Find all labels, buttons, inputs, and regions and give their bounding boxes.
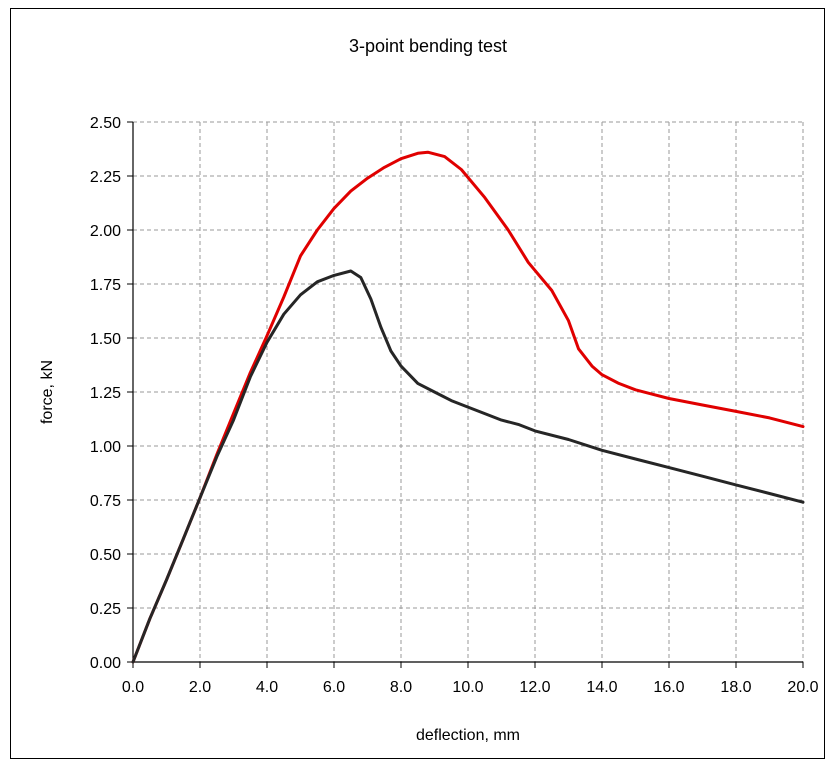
- y-tick-label: 1.50: [90, 331, 121, 348]
- tick-labels: 0.0 2.0 4.0 6.0 8.0 10.0 12.0 14.0 16.0 18.0 20.0 0…: [90, 115, 819, 696]
- y-tick-label: 1.75: [90, 277, 121, 294]
- series-line-1: [131, 150, 805, 664]
- y-tick-label: 2.50: [90, 115, 121, 132]
- x-tick-label: 8.0: [390, 679, 412, 696]
- x-tick-label: 2.0: [189, 679, 211, 696]
- chart-title: 3-point bending test: [349, 36, 507, 56]
- x-tick-label: 6.0: [323, 679, 345, 696]
- grid: [133, 121, 804, 662]
- y-tick-label: 0.00: [90, 655, 121, 672]
- y-tick-label: 1.00: [90, 439, 121, 456]
- x-tick-label: 20.0: [787, 679, 818, 696]
- x-tick-label: 0.0: [122, 679, 144, 696]
- x-tick-label: 4.0: [256, 679, 278, 696]
- x-axis-label: deflection, mm: [416, 727, 520, 744]
- y-tick-label: 0.25: [90, 601, 121, 618]
- y-axis-label: force, kN: [39, 360, 56, 424]
- x-tick-label: 18.0: [720, 679, 751, 696]
- y-tick-label: 0.75: [90, 493, 121, 510]
- y-tick-label: 2.25: [90, 169, 121, 186]
- x-tick-label: 14.0: [586, 679, 617, 696]
- axes: [127, 121, 804, 668]
- series-line-2: [131, 269, 805, 664]
- x-tick-label: 10.0: [452, 679, 483, 696]
- y-tick-label: 0.50: [90, 547, 121, 564]
- y-tick-label: 2.00: [90, 223, 121, 240]
- x-tick-label: 16.0: [653, 679, 684, 696]
- x-tick-label: 12.0: [519, 679, 550, 696]
- y-tick-label: 1.25: [90, 385, 121, 402]
- series-lines: [131, 150, 805, 664]
